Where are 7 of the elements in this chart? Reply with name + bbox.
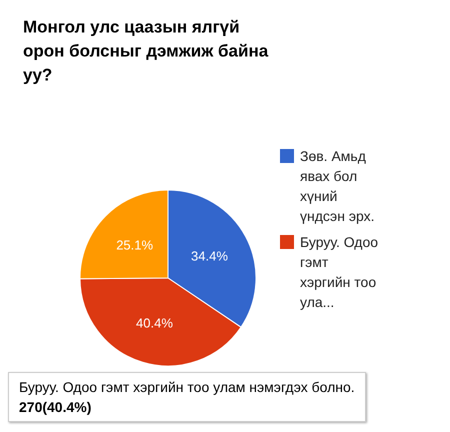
legend-label: Буруу. Одоо гэмт хэргийн тоо ула... <box>300 233 380 312</box>
data-label: 25.1% <box>116 237 154 252</box>
chart-title: Монгол улс цаазын ялгүй орон болсныг дэмжиж байна уу? <box>23 18 273 84</box>
tooltip: Буруу. Одоо гэмт хэргийн тоо улам нэмэгдэх болно. 270(40.4%) <box>8 372 366 422</box>
legend-label: Зөв. Амьд явах бол хүний үндсэн эрх. <box>300 147 376 226</box>
data-label: 40.4% <box>136 316 174 331</box>
data-label: 34.4% <box>191 248 228 264</box>
